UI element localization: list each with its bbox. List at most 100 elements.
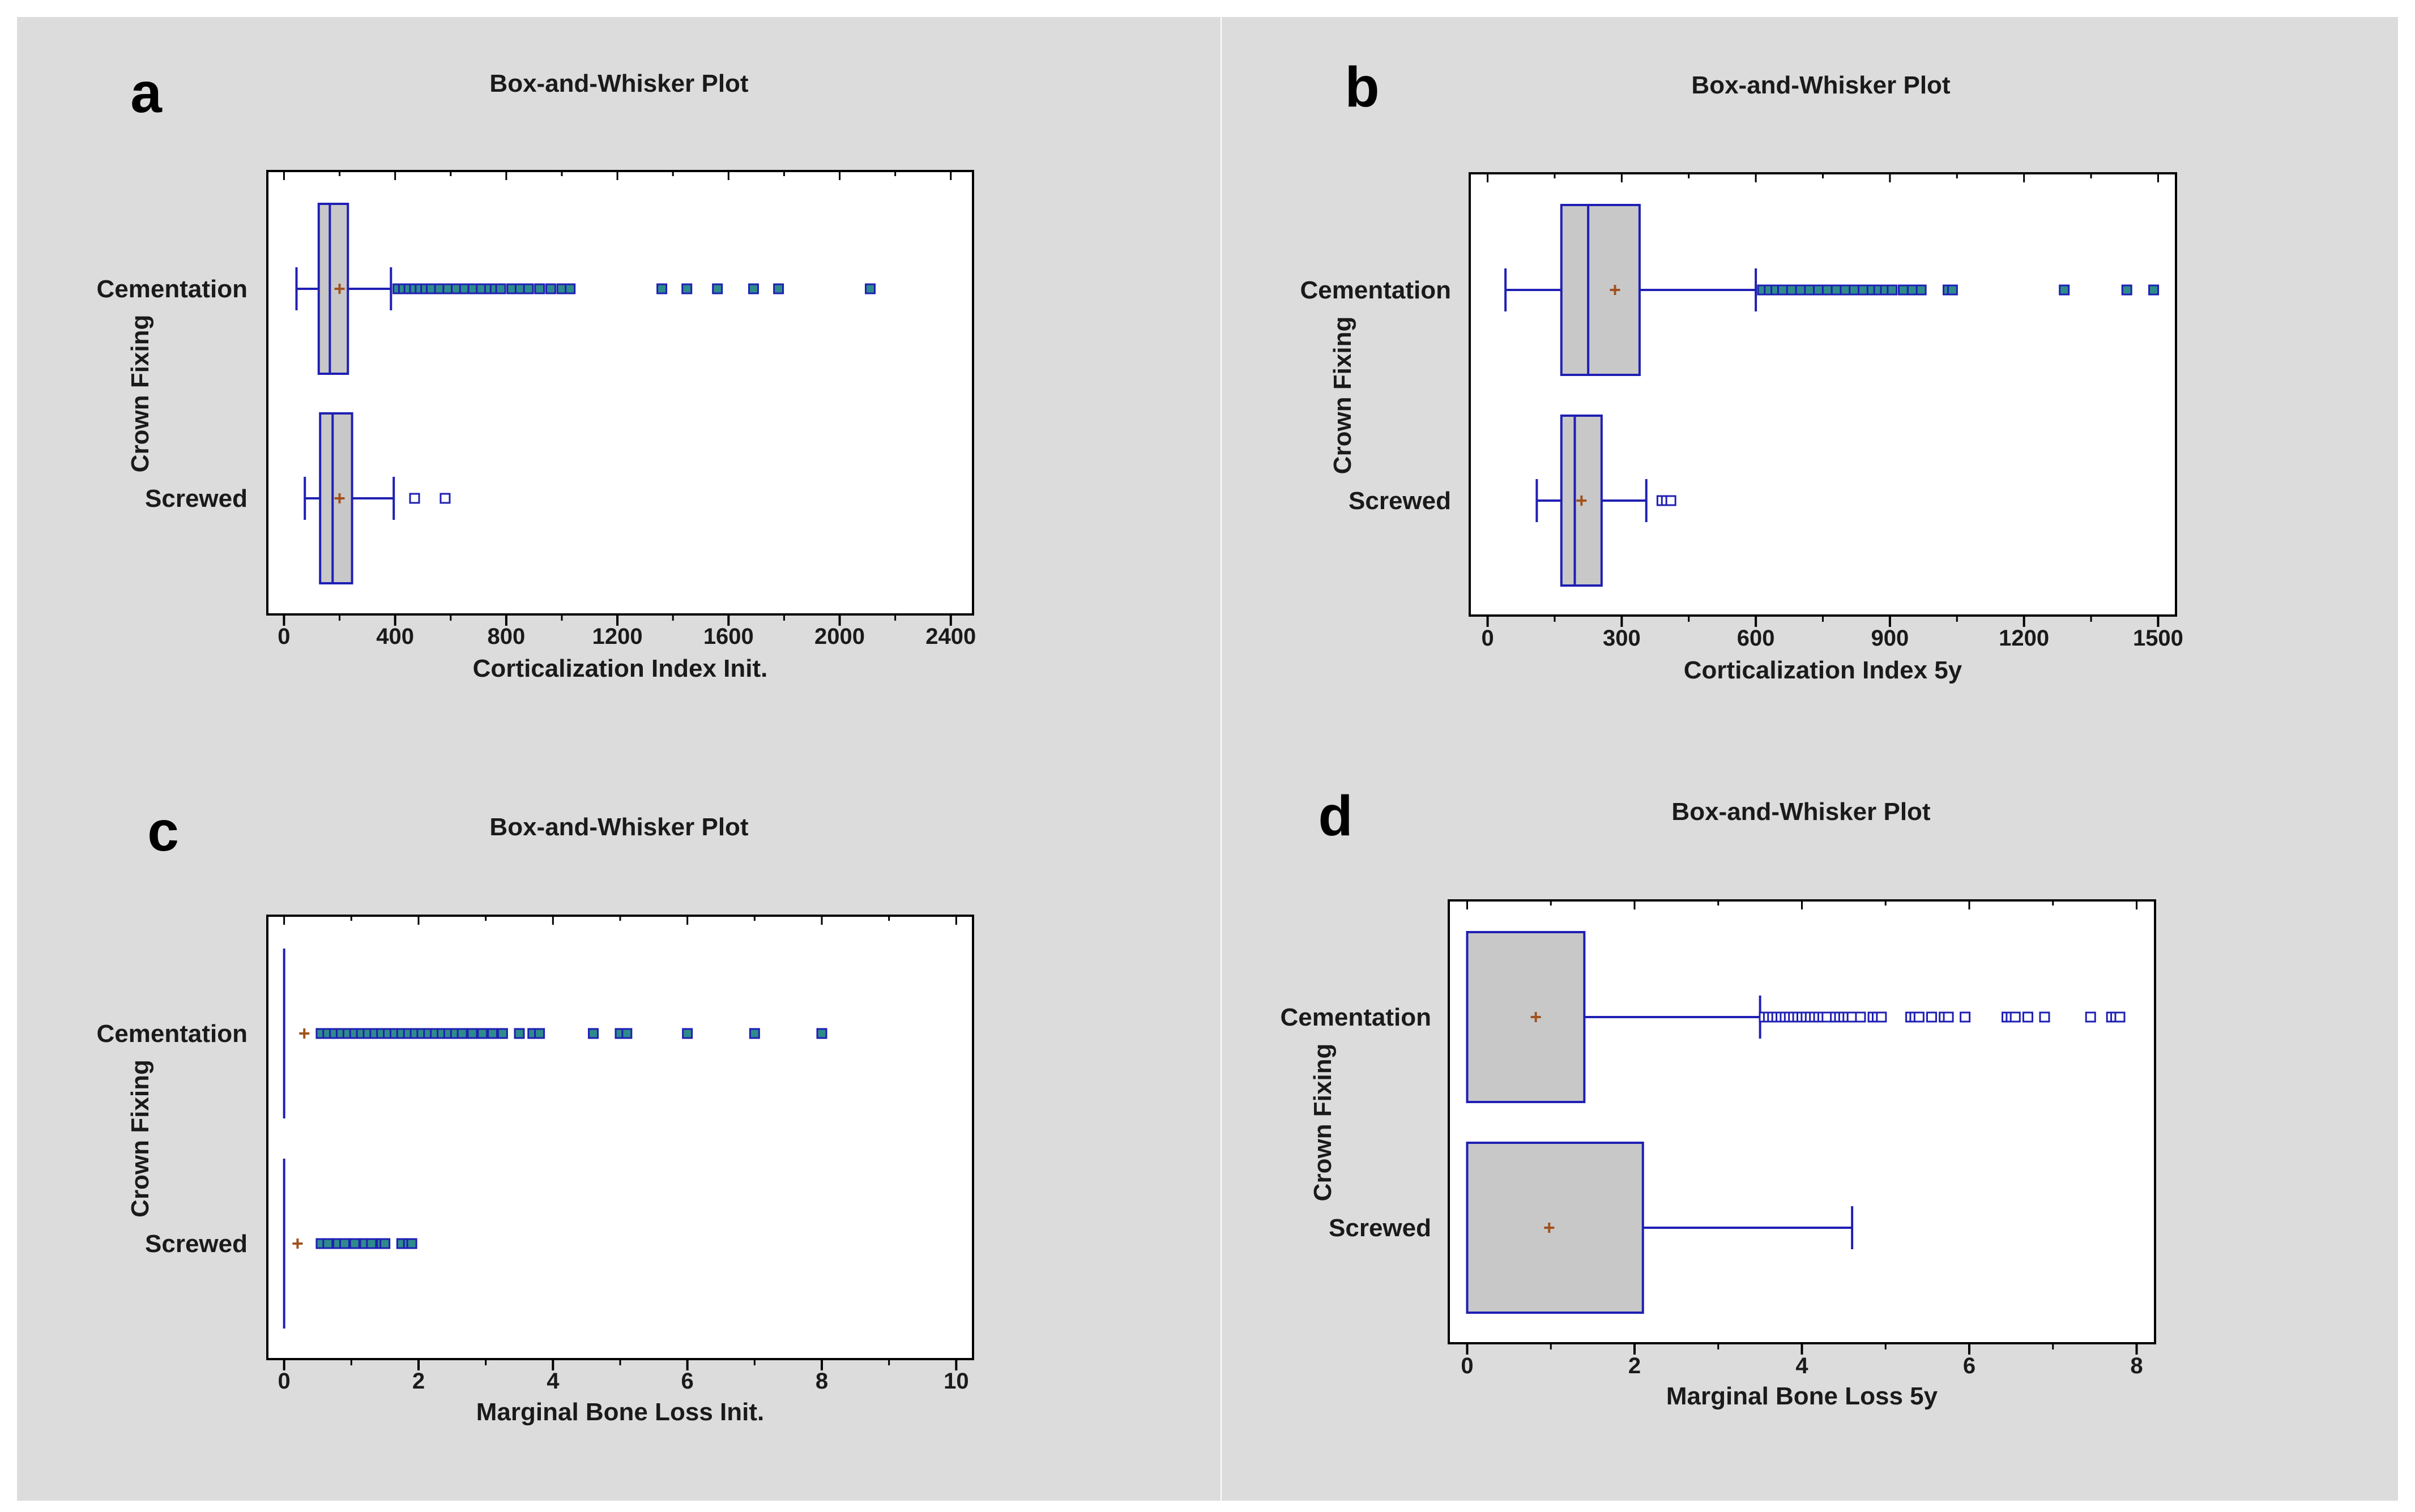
category-label: Screwed — [1329, 1214, 1431, 1242]
outlier-point — [864, 283, 876, 294]
outlier-point — [2085, 1011, 2096, 1023]
outlier-point — [682, 1028, 693, 1039]
panel-letter: b — [1345, 55, 1379, 119]
chart-panel-c: c Box-and-Whisker Plot 0 2 4 6 8 10 Marginal Bon… — [97, 800, 974, 1426]
y-axis-label: Crown Fixing — [126, 1060, 154, 1218]
outlier-point — [1887, 284, 1898, 296]
category-label: Screwed — [145, 1230, 248, 1258]
box — [1560, 204, 1641, 376]
outlier-point — [2148, 284, 2160, 296]
y-axis-label: Crown Fixing — [1329, 317, 1356, 475]
outlier-point — [1898, 284, 1909, 296]
outlier-point — [514, 1028, 525, 1039]
outlier-point — [487, 1028, 498, 1039]
chart-panel-d: d Box-and-Whisker Plot 0 2 4 6 8 Marginal Bone … — [1281, 784, 2156, 1410]
outlier-point — [1840, 284, 1851, 296]
outlier-point — [656, 283, 668, 294]
outlier-point — [534, 1028, 545, 1039]
outlier-point — [406, 1238, 417, 1249]
category-label: Cementation — [97, 275, 248, 303]
outlier-point — [1913, 1011, 1925, 1023]
outlier-point — [456, 1028, 468, 1039]
outlier-point — [565, 283, 576, 294]
outlier-point — [1804, 284, 1815, 296]
outlier-point — [534, 283, 545, 294]
outlier-point — [497, 1028, 508, 1039]
x-tick-label: 2 — [412, 1369, 425, 1394]
outlier-point — [2059, 284, 2070, 296]
chart-title: Box-and-Whisker Plot — [1691, 71, 1950, 99]
category-label: Cementation — [1300, 276, 1451, 304]
plot-area — [266, 170, 974, 616]
outlier-point — [467, 1028, 478, 1039]
chart-title: Box-and-Whisker Plot — [489, 813, 748, 841]
outlier-point — [545, 283, 556, 294]
x-tick-label: 2 — [1628, 1353, 1641, 1378]
outlier-point — [1915, 284, 1927, 296]
outlier-point — [2114, 1011, 2126, 1023]
outlier-point — [816, 1028, 827, 1039]
outlier-point — [1926, 1011, 1938, 1023]
outlier-point — [2039, 1011, 2050, 1023]
x-tick-label: 800 — [487, 624, 525, 649]
x-tick-label: 900 — [1871, 626, 1909, 651]
x-tick-label: 4 — [547, 1369, 560, 1394]
outlier-point — [2121, 284, 2132, 296]
chart-title: Box-and-Whisker Plot — [1671, 798, 1930, 826]
box — [1466, 931, 1586, 1103]
outlier-point — [1858, 284, 1869, 296]
outlier-point — [621, 1028, 633, 1039]
x-axis-label: Corticalization Index 5y — [1684, 656, 1962, 684]
outlier-point — [409, 493, 420, 504]
box-series-cementation: Cementation — [97, 949, 827, 1118]
outlier-point — [379, 1238, 391, 1249]
outlier-point — [748, 283, 759, 294]
x-tick-label: 8 — [2130, 1353, 2143, 1378]
category-label: Cementation — [97, 1020, 248, 1048]
outlier-point — [1906, 284, 1918, 296]
x-tick-label: 0 — [1481, 626, 1494, 651]
box-series-cementation: Cementation — [1300, 204, 2160, 376]
outlier-point — [588, 1028, 599, 1039]
category-label: Cementation — [1281, 1003, 1431, 1031]
x-tick-label: 0 — [278, 1369, 291, 1394]
outlier-point — [1665, 495, 1676, 506]
category-label: Screwed — [1349, 487, 1451, 515]
outlier-point — [1849, 284, 1860, 296]
box-series-screwed: Screwed — [145, 1159, 417, 1329]
x-tick-label: 1500 — [2133, 626, 2183, 651]
y-axis-label: Crown Fixing — [126, 315, 154, 473]
panel-letter: a — [130, 61, 163, 125]
outlier-point — [1876, 1011, 1887, 1023]
box-series-cementation: Cementation — [1281, 931, 2126, 1103]
box-series-screwed: Screwed — [145, 412, 451, 584]
x-tick-label: 400 — [376, 624, 414, 649]
x-tick-label: 2000 — [814, 624, 865, 649]
x-tick-label: 0 — [1461, 1353, 1473, 1378]
category-label: Screwed — [145, 485, 248, 512]
outlier-point — [1947, 284, 1958, 296]
x-tick-label: 300 — [1603, 626, 1641, 651]
x-tick-label: 2400 — [925, 624, 976, 649]
x-tick-label: 8 — [816, 1369, 828, 1394]
chart-panel-b: b Box-and-Whisker Plot 0 300 600 900 1200 1500 C… — [1300, 55, 2183, 684]
outlier-point — [712, 283, 723, 294]
box-series-screwed: Screwed — [1349, 415, 1676, 587]
outlier-point — [1795, 284, 1806, 296]
box-series-cementation: Cementation — [97, 203, 876, 375]
plot-area — [266, 915, 974, 1360]
outlier-point — [1821, 284, 1833, 296]
chart-title: Box-and-Whisker Plot — [489, 70, 748, 97]
outlier-point — [1777, 284, 1788, 296]
outlier-point — [1943, 1011, 1954, 1023]
x-axis-label: Marginal Bone Loss Init. — [476, 1398, 765, 1426]
x-tick-label: 0 — [278, 624, 290, 649]
y-axis-label: Crown Fixing — [1309, 1044, 1337, 1202]
panel-letter: c — [147, 800, 179, 863]
outlier-point — [1786, 284, 1797, 296]
x-tick-label: 6 — [1963, 1353, 1975, 1378]
outlier-point — [477, 1028, 488, 1039]
outlier-point — [749, 1028, 760, 1039]
outlier-point — [1855, 1011, 1866, 1023]
